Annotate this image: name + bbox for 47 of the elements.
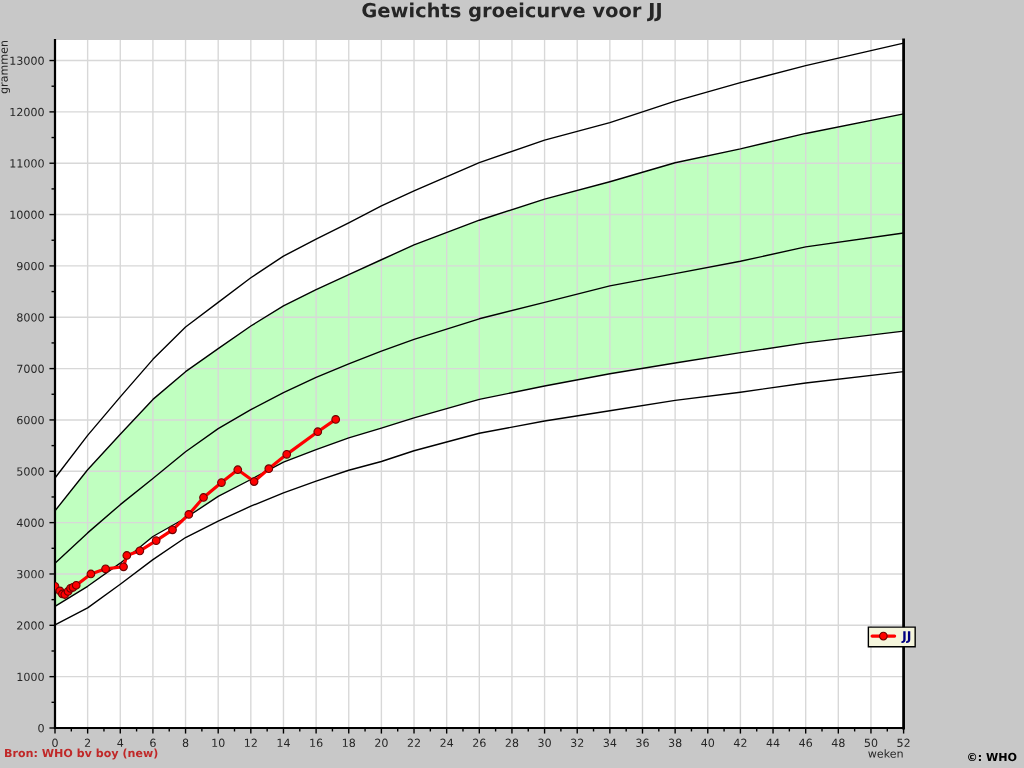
y-tick-label: 7000 (17, 364, 44, 373)
x-axis-title: weken (868, 749, 903, 758)
x-tick-label: 16 (310, 738, 323, 748)
x-tick-label: 8 (182, 738, 189, 748)
x-tick-label: 32 (570, 738, 584, 748)
x-tick-label: 44 (766, 738, 780, 747)
x-tick-label: 28 (505, 738, 519, 748)
x-tick-label: 14 (277, 738, 290, 747)
y-tick-label: 3000 (17, 569, 44, 579)
x-tick-label: 4 (117, 738, 124, 747)
y-tick-label: 12000 (10, 107, 44, 117)
legend-label: JJ (901, 631, 911, 643)
x-tick-label: 46 (799, 738, 813, 748)
y-tick-label: 5000 (17, 467, 44, 476)
x-tick-label: 22 (407, 738, 420, 747)
x-tick-label: 40 (701, 738, 715, 748)
y-tick-label: 6000 (17, 415, 44, 425)
x-tick-label: 0 (52, 738, 58, 748)
x-tick-label: 42 (733, 738, 747, 747)
x-tick-label: 30 (538, 738, 551, 748)
x-tick-label: 12 (244, 738, 257, 747)
x-tick-label: 18 (342, 738, 356, 748)
y-tick-label: 8000 (17, 313, 44, 322)
x-tick-label: 6 (150, 738, 156, 748)
y-tick-label: 1000 (17, 672, 44, 682)
x-tick-label: 48 (831, 738, 845, 748)
x-tick-label: 38 (668, 738, 682, 748)
y-tick-label: 13000 (10, 56, 44, 65)
y-tick-label: 4000 (16, 518, 44, 528)
x-tick-label: 20 (375, 738, 388, 748)
x-tick-label: 24 (440, 738, 454, 747)
y-tick-label: 9000 (17, 261, 44, 271)
text: ©: WHO (968, 752, 1017, 762)
chart-title: Gewichts groeicurve voor JJ (362, 2, 661, 22)
y-tick-label: 11000 (10, 159, 44, 168)
x-tick-label: 2 (84, 738, 91, 747)
x-tick-label: 50 (864, 738, 878, 748)
y-tick-label: 0 (38, 723, 44, 733)
x-tick-label: 10 (212, 738, 225, 748)
text: Bron: WHO bv boy (new) (5, 748, 158, 760)
y-axis-title: grammen (1, 40, 10, 94)
x-tick-label: 52 (897, 738, 910, 748)
x-tick-label: 34 (603, 738, 617, 748)
x-tick-label: 26 (473, 738, 486, 748)
y-tick-label: 10000 (10, 210, 44, 219)
x-tick-label: 36 (636, 738, 649, 748)
y-tick-label: 2000 (17, 621, 44, 630)
